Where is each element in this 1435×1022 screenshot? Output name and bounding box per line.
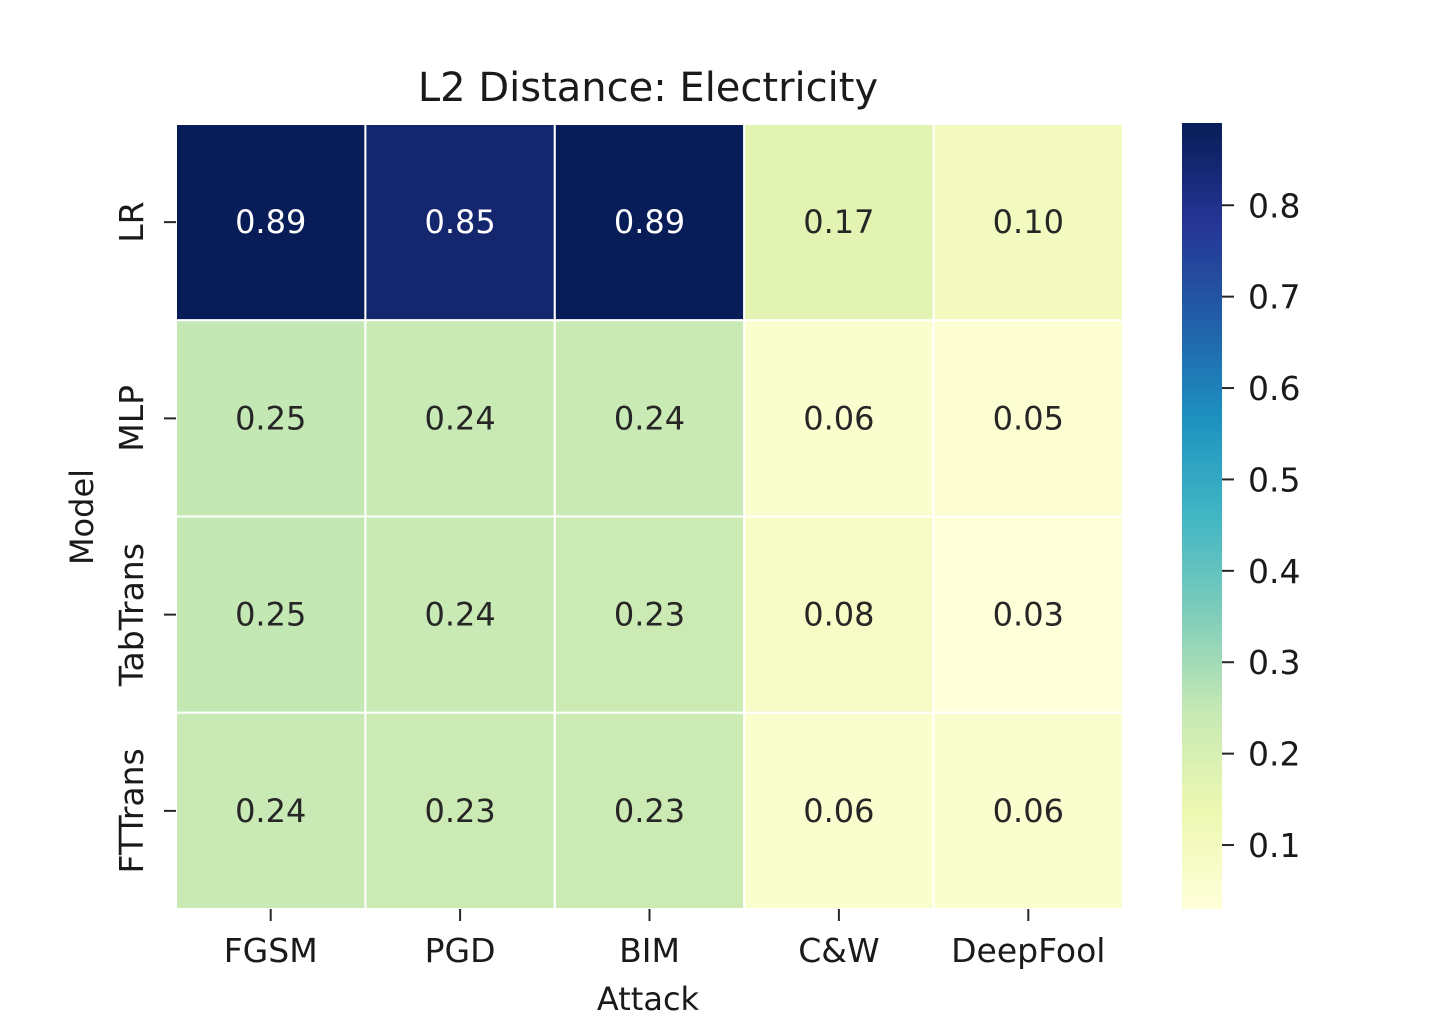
heatmap-cell <box>743 123 935 322</box>
cell-value-label: 0.89 <box>614 203 685 241</box>
heatmap-cell <box>932 319 1124 518</box>
heatmap-cell <box>175 319 367 518</box>
x-axis-label: Attack <box>597 980 700 1018</box>
colorbar-tick-label: 0.3 <box>1248 643 1300 682</box>
cell-value-label: 0.23 <box>614 792 685 830</box>
cell-value-label: 0.24 <box>424 596 495 634</box>
colorbar: 0.1 0.2 0.3 0.4 0.5 0.6 0.7 0.8 <box>1182 123 1300 909</box>
cell-value-label: 0.24 <box>614 399 685 437</box>
heatmap-cells <box>175 123 1124 910</box>
y-tick-label: MLP <box>112 385 151 452</box>
colorbar-tick-label: 0.7 <box>1248 278 1300 317</box>
cell-value-label: 0.06 <box>803 792 874 830</box>
x-tick-label: PGD <box>425 931 496 970</box>
heatmap-cell <box>175 123 367 322</box>
cell-value-label: 0.08 <box>803 596 874 634</box>
cell-value-label: 0.03 <box>993 596 1064 634</box>
x-axis: FGSM PGD BIM C&W DeepFool <box>224 909 1105 970</box>
heatmap-cell <box>553 319 746 518</box>
cell-value-label: 0.06 <box>993 792 1064 830</box>
heatmap-cell <box>932 711 1124 910</box>
cell-value-label: 0.25 <box>235 399 306 437</box>
heatmap-cell <box>743 515 935 714</box>
heatmap-cell-labels: 0.89 0.85 0.89 0.17 0.10 0.25 0.24 0.24 0.06 0.05… <box>235 203 1064 830</box>
heatmap-cell <box>932 515 1124 714</box>
heatmap-cell <box>364 123 556 322</box>
cell-value-label: 0.25 <box>235 596 306 634</box>
x-tick-label: DeepFool <box>951 931 1105 970</box>
cell-value-label: 0.06 <box>803 399 874 437</box>
y-axis-label: Model <box>63 469 101 565</box>
heatmap-cell <box>553 123 746 322</box>
colorbar-ticks: 0.1 0.2 0.3 0.4 0.5 0.6 0.7 0.8 <box>1222 186 1300 865</box>
heatmap-cell <box>932 123 1124 322</box>
y-tick-label: TabTrans <box>112 543 151 687</box>
cell-value-label: 0.05 <box>993 399 1064 437</box>
colorbar-tick-label: 0.8 <box>1248 186 1300 225</box>
y-tick-label: LR <box>112 201 151 242</box>
x-tick-label: FGSM <box>224 931 318 970</box>
x-tick-label: C&W <box>798 931 879 970</box>
x-tick-label: BIM <box>619 931 680 970</box>
heatmap-cell <box>743 711 935 910</box>
cell-value-label: 0.23 <box>614 596 685 634</box>
cell-value-label: 0.23 <box>424 792 495 830</box>
cell-value-label: 0.24 <box>424 399 495 437</box>
cell-value-label: 0.24 <box>235 792 306 830</box>
cell-value-label: 0.17 <box>803 203 874 241</box>
colorbar-tick-label: 0.5 <box>1248 460 1300 499</box>
colorbar-tick-label: 0.1 <box>1248 826 1300 865</box>
cell-value-label: 0.85 <box>424 203 495 241</box>
colorbar-gradient <box>1182 123 1222 909</box>
cell-value-label: 0.89 <box>235 203 306 241</box>
heatmap-cell <box>553 515 746 714</box>
colorbar-tick-label: 0.6 <box>1248 369 1300 408</box>
heatmap-cell <box>553 711 746 910</box>
cell-value-label: 0.10 <box>993 203 1064 241</box>
colorbar-tick-label: 0.4 <box>1248 552 1300 591</box>
chart-title: L2 Distance: Electricity <box>418 65 878 111</box>
heatmap-cell <box>364 515 556 714</box>
y-axis: LR MLP TabTrans FTTrans <box>112 201 176 873</box>
colorbar-tick-label: 0.2 <box>1248 735 1300 774</box>
heatmap-cell <box>364 711 556 910</box>
y-tick-label: FTTrans <box>112 748 151 873</box>
